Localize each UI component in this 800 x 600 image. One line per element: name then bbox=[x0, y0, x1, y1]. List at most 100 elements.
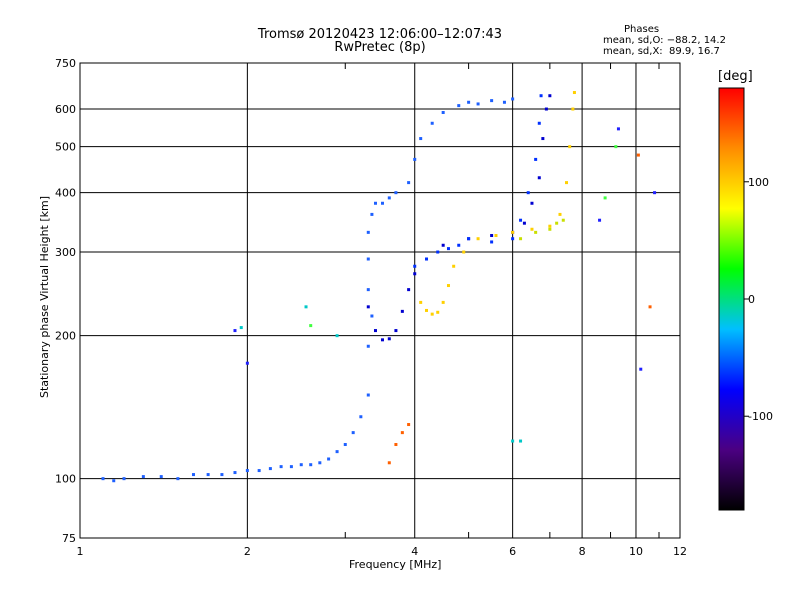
data-point bbox=[490, 234, 494, 238]
data-point bbox=[400, 309, 404, 313]
x-tick-label: 2 bbox=[244, 545, 251, 558]
data-point bbox=[446, 247, 450, 251]
data-point bbox=[452, 264, 456, 268]
data-point bbox=[639, 367, 643, 371]
data-point bbox=[476, 237, 480, 241]
data-point bbox=[446, 284, 450, 288]
y-tick-label: 100 bbox=[55, 473, 76, 486]
data-point bbox=[537, 176, 541, 180]
data-point bbox=[572, 91, 576, 95]
data-point bbox=[343, 443, 347, 447]
data-point bbox=[534, 157, 538, 161]
x-tick-label: 1 bbox=[77, 545, 84, 558]
data-point bbox=[394, 329, 398, 333]
data-point bbox=[490, 99, 494, 103]
data-point bbox=[239, 326, 243, 330]
data-point bbox=[407, 288, 411, 292]
y-tick-label: 500 bbox=[55, 141, 76, 154]
data-point bbox=[366, 257, 370, 261]
colorbar-tick-label: 0 bbox=[748, 293, 755, 306]
data-point bbox=[558, 212, 562, 216]
grid-lines bbox=[80, 63, 680, 538]
chart-subtitle: RwPretec (8p) bbox=[334, 40, 426, 55]
data-point bbox=[541, 137, 545, 141]
data-point bbox=[335, 450, 339, 454]
data-point bbox=[648, 305, 652, 309]
chart-title: Tromsø 20120423 12:06:00–12:07:43 bbox=[257, 27, 503, 42]
data-point bbox=[598, 218, 602, 222]
data-point bbox=[309, 463, 313, 467]
data-point bbox=[616, 127, 620, 131]
data-point bbox=[373, 201, 377, 205]
data-point bbox=[380, 201, 384, 205]
data-point bbox=[467, 100, 471, 104]
data-point bbox=[309, 324, 313, 328]
data-point bbox=[233, 329, 237, 333]
x-tick-label: 6 bbox=[509, 545, 516, 558]
data-point bbox=[220, 473, 224, 477]
data-point bbox=[387, 196, 391, 200]
data-point bbox=[425, 257, 429, 261]
data-point bbox=[436, 250, 440, 254]
data-point bbox=[394, 443, 398, 447]
data-point bbox=[419, 137, 423, 141]
data-point bbox=[141, 475, 145, 479]
x-axis-label: Frequency [MHz] bbox=[349, 558, 442, 571]
data-point bbox=[502, 100, 506, 104]
data-point bbox=[425, 308, 429, 312]
data-point bbox=[511, 97, 515, 101]
data-point bbox=[413, 157, 417, 161]
data-point bbox=[519, 218, 523, 222]
data-point bbox=[441, 110, 445, 114]
data-point bbox=[335, 334, 339, 338]
x-tick-label: 4 bbox=[411, 545, 418, 558]
data-point bbox=[366, 393, 370, 397]
data-point bbox=[530, 201, 534, 205]
data-point bbox=[467, 237, 471, 241]
x-tick-label: 12 bbox=[673, 545, 687, 558]
data-point bbox=[511, 439, 515, 443]
data-point bbox=[400, 431, 404, 435]
data-point bbox=[112, 479, 116, 483]
data-point bbox=[366, 344, 370, 348]
data-point bbox=[476, 102, 480, 106]
data-point bbox=[394, 191, 398, 195]
data-point bbox=[441, 300, 445, 304]
data-point bbox=[530, 227, 534, 231]
data-point bbox=[548, 227, 552, 231]
data-point bbox=[522, 221, 526, 225]
y-tick-label: 300 bbox=[55, 246, 76, 259]
data-point bbox=[387, 461, 391, 465]
data-point bbox=[457, 243, 461, 247]
data-point bbox=[257, 469, 261, 473]
data-point bbox=[490, 240, 494, 244]
data-point bbox=[407, 181, 411, 185]
data-point bbox=[537, 121, 541, 125]
data-point bbox=[494, 234, 498, 238]
data-point bbox=[387, 337, 391, 341]
data-point bbox=[318, 461, 322, 465]
data-point bbox=[462, 250, 466, 254]
data-point bbox=[603, 196, 607, 200]
data-point bbox=[159, 475, 163, 479]
data-point bbox=[351, 431, 355, 435]
data-point bbox=[413, 264, 417, 268]
data-point bbox=[206, 473, 210, 477]
data-point bbox=[407, 423, 411, 427]
phases-heading: Phases bbox=[624, 24, 660, 35]
data-point bbox=[245, 361, 249, 365]
y-tick-label: 400 bbox=[55, 187, 76, 200]
x-tick-label: 10 bbox=[629, 545, 643, 558]
data-point bbox=[299, 463, 303, 467]
data-point bbox=[519, 237, 523, 241]
data-point bbox=[653, 191, 657, 195]
data-point bbox=[366, 230, 370, 234]
data-point bbox=[430, 312, 434, 316]
data-point bbox=[373, 329, 377, 333]
data-point bbox=[101, 477, 105, 481]
data-point bbox=[279, 465, 283, 469]
data-point bbox=[359, 415, 363, 419]
x-tick-labels: 1 2 4 6 8 10 12 bbox=[77, 545, 688, 558]
data-point bbox=[370, 314, 374, 318]
